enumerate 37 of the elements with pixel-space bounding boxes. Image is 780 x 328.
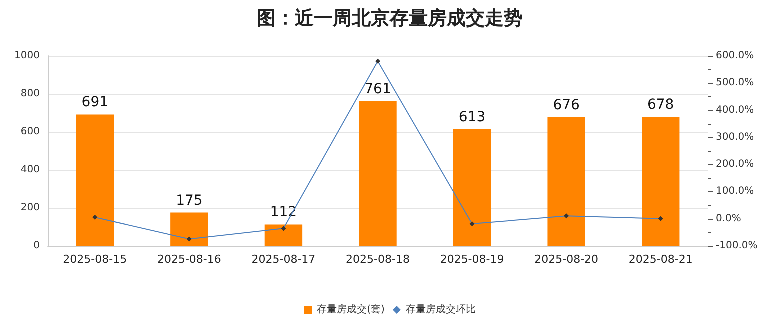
x-tick-label: 2025-08-15 [63,253,128,266]
y2-tick-label: -100.0% [716,240,758,252]
x-tick-label: 2025-08-19 [440,253,504,266]
data-label: 676 [553,98,580,114]
y-tick-label: 0 [34,240,40,252]
y2-tick-label: 300.0% [716,132,754,143]
bar [264,224,303,246]
y2-tick-label: 0.0% [716,213,742,224]
x-tick-label: 2025-08-21 [628,253,693,266]
x-tick-label: 2025-08-16 [157,253,222,266]
x-tick-label: 2025-08-17 [252,253,316,266]
x-tick-label: 2025-08-18 [346,253,410,266]
bar [642,117,680,246]
y2-tick-label: 100.0% [716,186,754,198]
data-label: 613 [458,110,486,126]
y-tick-label: 800 [20,88,40,100]
data-label: 691 [82,94,109,111]
y-tick-label: 1000 [14,50,40,62]
bar [76,114,114,246]
data-label: 175 [176,192,203,209]
data-label: 761 [364,81,392,98]
bar [453,130,492,246]
y-tick-label: 400 [20,164,40,176]
y2-tick-label: 400.0% [716,104,754,116]
bar [359,101,397,246]
y-tick-label: 600 [20,126,40,138]
y2-tick-label: 600.0% [716,50,754,62]
y2-tick-label: 500.0% [716,78,754,89]
legend-label: 存量房成交环比 [406,304,476,316]
chart-title: 图：近一周北京存量房成交走势 [257,8,523,30]
y-tick-label: 200 [20,202,40,214]
bar [170,212,208,246]
y2-tick-label: 200.0% [716,159,754,170]
x-tick-label: 2025-08-20 [534,253,599,266]
data-label: 678 [647,97,674,114]
bar [548,118,586,246]
legend-label: 存量房成交(套) [317,304,385,316]
